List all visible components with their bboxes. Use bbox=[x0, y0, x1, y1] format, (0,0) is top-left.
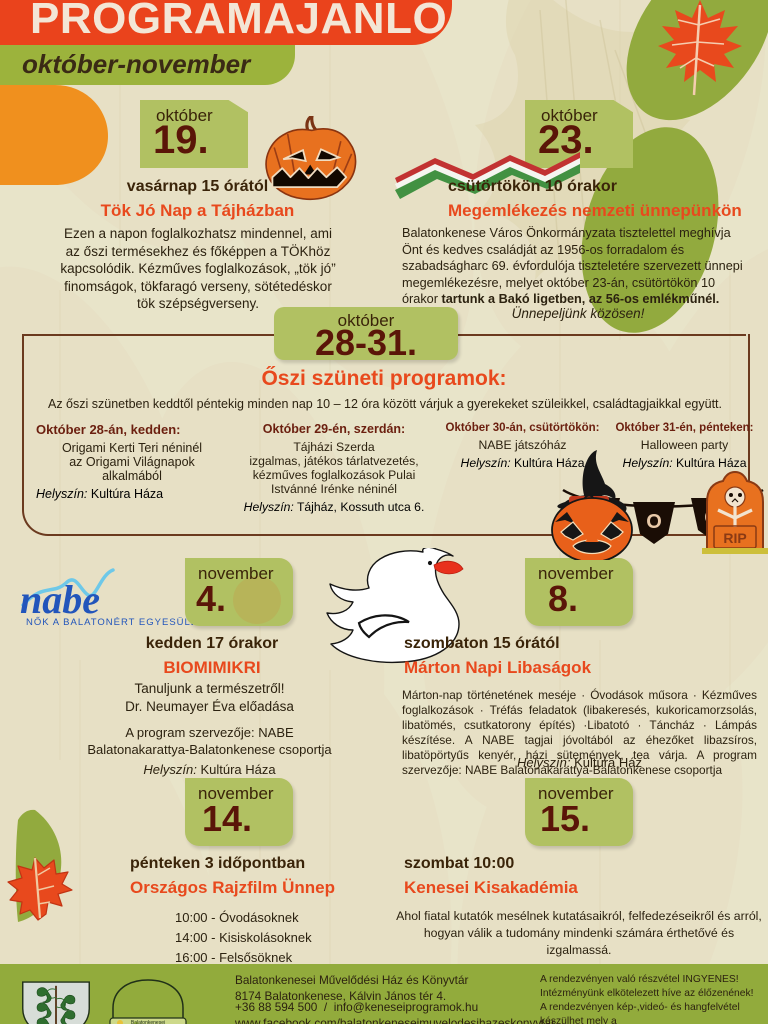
svg-text:RIP: RIP bbox=[723, 530, 746, 546]
svg-text:NŐK A BALATONÉRT EGYESÜLET: NŐK A BALATONÉRT EGYESÜLET bbox=[26, 617, 193, 628]
svg-text:nabe: nabe bbox=[20, 577, 100, 622]
svg-text:Balatonkenesei: Balatonkenesei bbox=[131, 1020, 165, 1024]
svg-text:O: O bbox=[646, 511, 662, 533]
